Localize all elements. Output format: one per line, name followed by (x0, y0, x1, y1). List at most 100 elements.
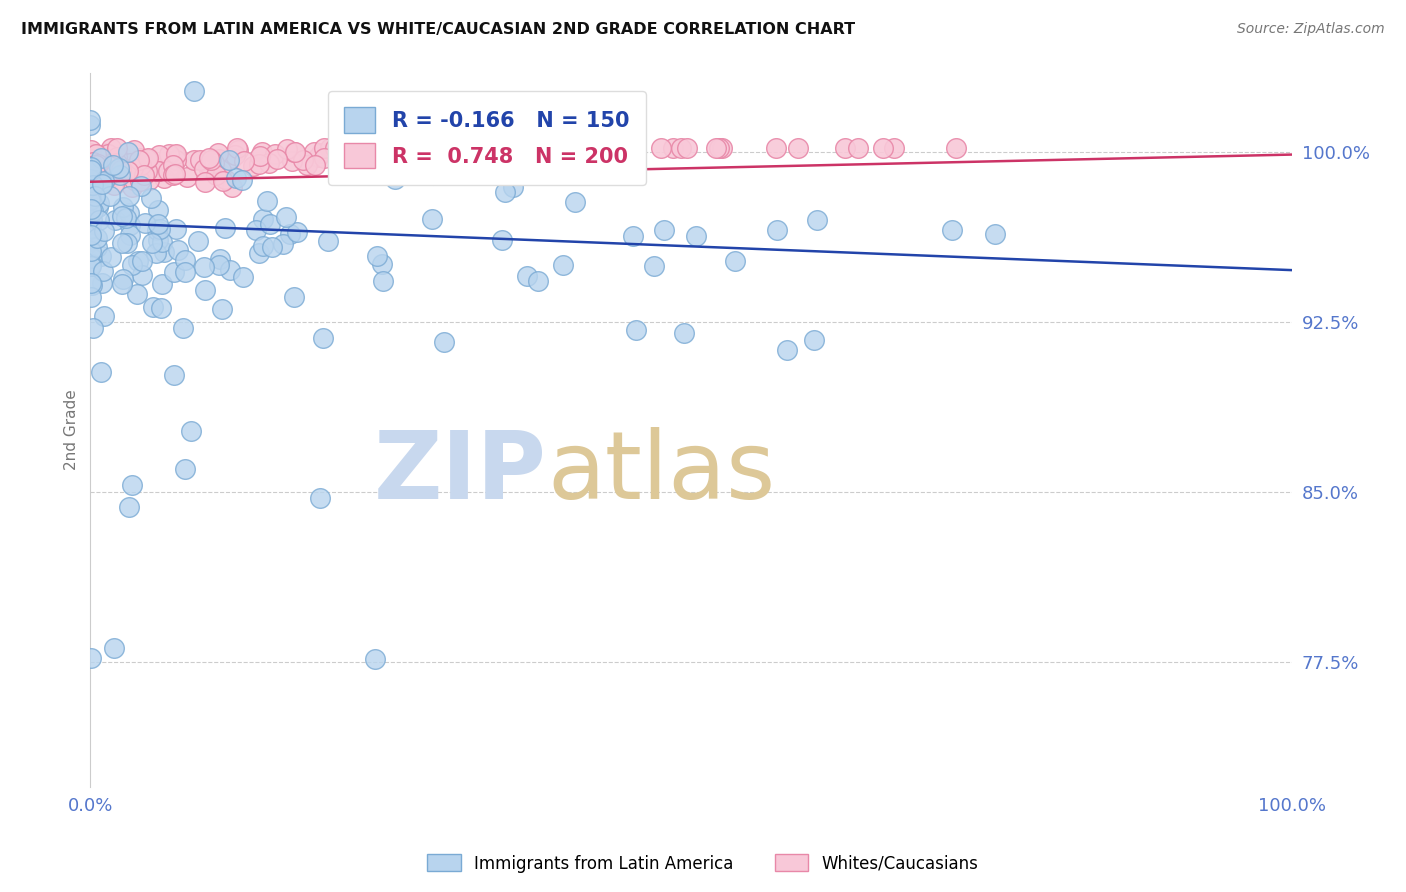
Point (364, 652, 387, 666)
Point (79, 164, 101, 178)
Point (93, 310, 115, 324)
Point (80, 257, 103, 271)
Point (292, 153, 315, 167)
Point (652, 223, 675, 237)
Point (82, 203, 104, 218)
Point (489, 158, 512, 172)
Point (84, 157, 107, 171)
Point (408, 142, 430, 156)
Point (786, 141, 808, 155)
Point (146, 223, 169, 237)
Point (80, 162, 103, 177)
Point (100, 250, 122, 264)
Point (122, 161, 145, 175)
Point (259, 155, 281, 169)
Point (202, 156, 225, 170)
Point (208, 153, 231, 167)
Point (83, 163, 105, 178)
Point (228, 143, 250, 157)
Point (200, 153, 222, 167)
Point (724, 254, 747, 268)
Point (276, 142, 298, 156)
Point (214, 221, 236, 235)
Point (395, 141, 418, 155)
Point (218, 153, 240, 168)
Point (141, 236, 163, 251)
Point (79, 157, 101, 171)
Point (114, 211, 136, 225)
Point (111, 272, 134, 286)
Point (328, 155, 350, 169)
Point (141, 191, 163, 205)
Point (124, 159, 146, 173)
Point (163, 368, 186, 383)
Point (494, 186, 516, 200)
Point (276, 210, 298, 224)
Point (176, 169, 198, 184)
Point (146, 218, 169, 232)
Point (93, 150, 115, 164)
Point (198, 151, 221, 165)
Point (80, 220, 103, 235)
Point (103, 640, 125, 655)
Point (208, 252, 231, 266)
Point (84, 188, 107, 202)
Point (157, 146, 180, 161)
Point (165, 148, 187, 162)
Point (432, 143, 454, 157)
Point (118, 500, 141, 514)
Point (398, 141, 420, 155)
Point (115, 235, 138, 250)
Point (136, 151, 159, 165)
Point (80, 227, 103, 242)
Point (516, 268, 538, 283)
Point (245, 223, 267, 237)
Point (150, 235, 173, 249)
Point (91, 166, 114, 180)
Point (145, 245, 167, 260)
Point (111, 277, 134, 292)
Point (80, 175, 103, 189)
Point (846, 141, 869, 155)
Point (80, 212, 103, 227)
Point (79, 158, 101, 172)
Point (124, 156, 146, 170)
Point (84, 167, 107, 181)
Point (84, 161, 107, 175)
Point (685, 229, 707, 244)
Point (136, 164, 159, 178)
Point (80, 244, 103, 259)
Point (242, 159, 264, 173)
Point (118, 155, 141, 169)
Point (79, 166, 101, 180)
Point (259, 217, 281, 231)
Point (460, 148, 482, 162)
Point (523, 141, 546, 155)
Point (79, 169, 101, 184)
Point (538, 141, 561, 155)
Point (193, 162, 215, 177)
Point (526, 274, 548, 288)
Point (98, 189, 121, 203)
Point (134, 155, 156, 169)
Point (103, 178, 125, 193)
Point (643, 259, 665, 273)
Y-axis label: 2nd Grade: 2nd Grade (65, 390, 79, 470)
Point (96, 160, 118, 174)
Point (111, 164, 134, 178)
Point (107, 152, 129, 166)
Point (91, 264, 114, 278)
Point (134, 216, 156, 230)
Point (90, 276, 112, 290)
Point (194, 283, 217, 297)
Point (225, 170, 247, 185)
Point (343, 148, 366, 162)
Point (252, 238, 274, 252)
Point (80, 276, 103, 290)
Point (433, 334, 456, 349)
Point (90, 161, 112, 176)
Point (83, 164, 105, 178)
Point (188, 153, 211, 168)
Point (624, 323, 647, 337)
Point (551, 258, 574, 272)
